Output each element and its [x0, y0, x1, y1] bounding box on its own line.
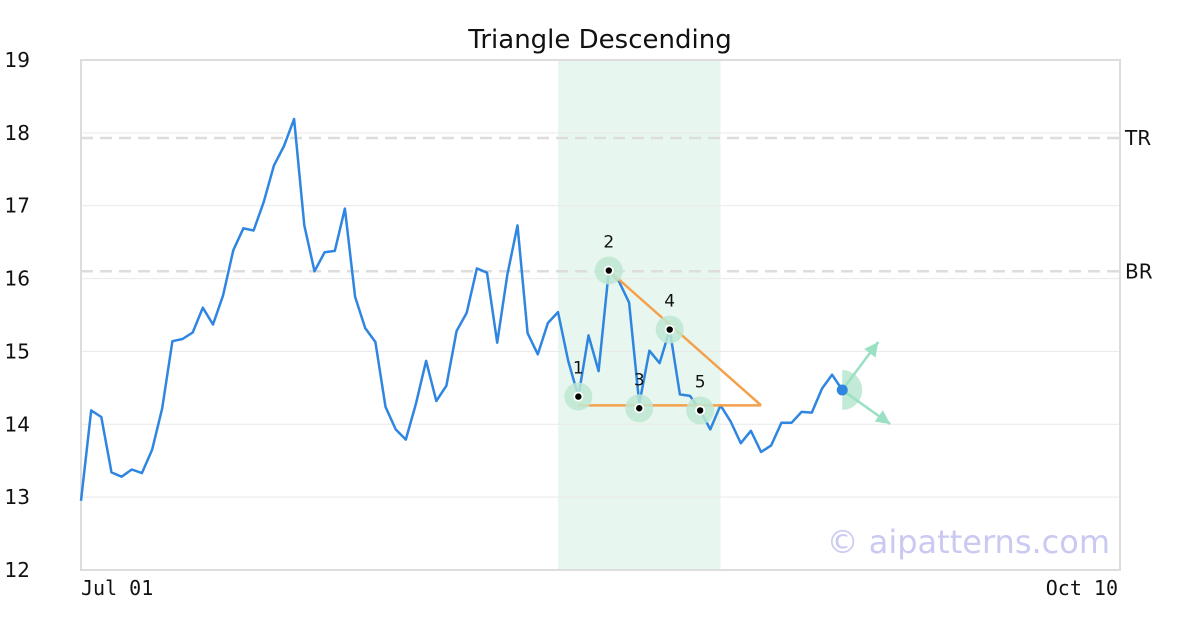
reference-line-label: BR: [1125, 259, 1153, 283]
y-tick-label: 18: [5, 121, 30, 145]
y-tick-label: 19: [5, 48, 30, 72]
pattern-point: [696, 407, 704, 414]
chart-title: Triangle Descending: [467, 25, 731, 55]
pattern-point: [575, 393, 582, 400]
current-point: [836, 384, 848, 396]
pattern-point-label: 2: [603, 233, 614, 253]
y-tick-label: 17: [5, 194, 30, 218]
reference-line-label: TR: [1124, 126, 1151, 150]
highlight-band: [558, 60, 721, 570]
pattern-point-label: 3: [634, 370, 645, 390]
pattern-point-label: 5: [695, 372, 706, 392]
y-tick-label: 15: [5, 339, 30, 363]
triangle-upper-line: [607, 269, 762, 407]
down-arrow-head: [874, 410, 891, 425]
y-tick-label: 14: [5, 412, 30, 436]
up-arrow-head: [864, 342, 879, 358]
y-tick-label: 12: [5, 558, 30, 582]
watermark: © aipatterns.com: [827, 523, 1110, 561]
x-tick-label: Jul 01: [81, 576, 153, 600]
pattern-point: [605, 267, 612, 274]
pattern-point: [636, 405, 643, 412]
plot-frame: [80, 59, 1121, 571]
x-tick-label: Oct 10: [1046, 576, 1118, 600]
y-tick-label: 13: [5, 485, 30, 509]
y-tick-label: 16: [5, 267, 30, 291]
pattern-point: [666, 326, 673, 333]
pattern-point-label: 4: [664, 292, 675, 312]
pattern-point-label: 1: [573, 359, 584, 379]
price-series-line: [79, 117, 844, 501]
